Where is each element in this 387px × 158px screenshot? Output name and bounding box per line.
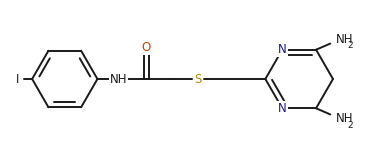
Text: NH: NH [110, 73, 127, 85]
Text: 2: 2 [348, 121, 353, 130]
Text: I: I [16, 73, 19, 85]
Text: S: S [194, 73, 201, 85]
Text: NH: NH [336, 112, 354, 125]
Text: 2: 2 [348, 41, 353, 50]
Text: O: O [142, 41, 151, 54]
Text: N: N [278, 43, 287, 56]
Text: N: N [278, 102, 287, 115]
Text: NH: NH [336, 33, 354, 46]
